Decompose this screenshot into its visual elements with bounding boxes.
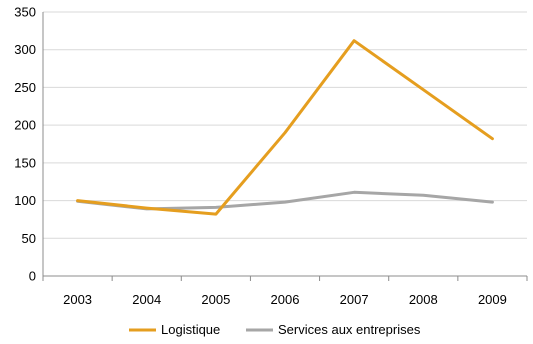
- x-tick-label: 2007: [340, 292, 369, 307]
- x-tick-label: 2008: [409, 292, 438, 307]
- gridlines: [43, 11, 527, 239]
- legend-label: Services aux entreprises: [278, 322, 421, 337]
- y-tick-label: 200: [14, 118, 36, 133]
- series-line-logistique: [76, 39, 494, 216]
- x-tick-label: 2005: [201, 292, 230, 307]
- x-tick-label: 2003: [63, 292, 92, 307]
- y-tick-label: 350: [14, 5, 36, 20]
- legend-label: Logistique: [161, 322, 220, 337]
- y-tick-label: 100: [14, 193, 36, 208]
- x-tick-label: 2004: [132, 292, 161, 307]
- y-tick-label: 250: [14, 80, 36, 95]
- legend: Logistique Services aux entreprises: [129, 322, 421, 337]
- y-axis-tick-labels: 0 50 100 150 200 250 300 350: [14, 5, 36, 284]
- y-tick-label: 0: [29, 269, 36, 284]
- y-tick-label: 300: [14, 42, 36, 57]
- legend-item-logistique: Logistique: [129, 322, 220, 337]
- y-tick-label: 150: [14, 155, 36, 170]
- legend-item-services-aux-entreprises: Services aux entreprises: [246, 322, 421, 337]
- axes: [42, 12, 528, 281]
- x-tick-label: 2009: [478, 292, 507, 307]
- y-tick-label: 50: [22, 231, 36, 246]
- x-axis-tick-labels: 2003 2004 2005 2006 2007 2008 2009: [63, 292, 507, 307]
- x-tick-label: 2006: [271, 292, 300, 307]
- series-lines: [76, 39, 494, 216]
